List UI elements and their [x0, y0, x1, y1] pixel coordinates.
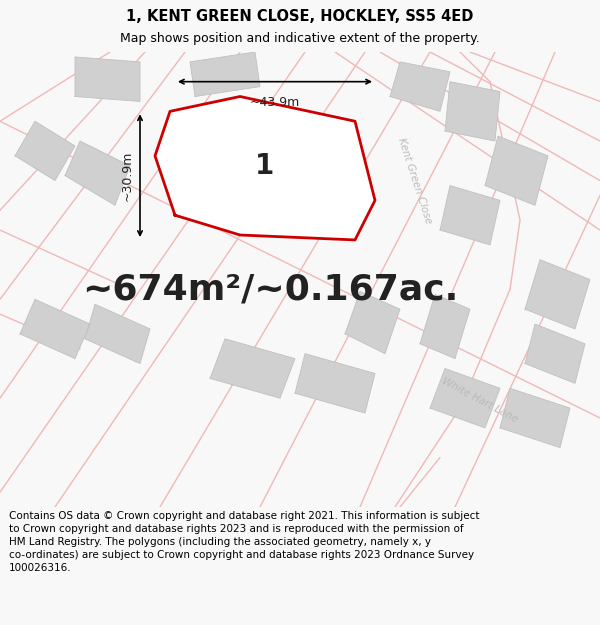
Polygon shape [525, 260, 590, 329]
Polygon shape [485, 136, 548, 206]
Polygon shape [15, 121, 75, 181]
Text: White Hart Lane: White Hart Lane [440, 376, 520, 424]
Text: ~43.9m: ~43.9m [250, 96, 300, 109]
Text: Contains OS data © Crown copyright and database right 2021. This information is : Contains OS data © Crown copyright and d… [9, 511, 479, 573]
Polygon shape [525, 324, 585, 383]
Polygon shape [155, 96, 375, 240]
Text: ~674m²/~0.167ac.: ~674m²/~0.167ac. [82, 272, 458, 306]
Polygon shape [500, 388, 570, 448]
Polygon shape [20, 299, 90, 359]
Polygon shape [440, 186, 500, 245]
Text: Kent Green Close: Kent Green Close [397, 136, 434, 225]
Polygon shape [445, 82, 500, 141]
Text: 1, KENT GREEN CLOSE, HOCKLEY, SS5 4ED: 1, KENT GREEN CLOSE, HOCKLEY, SS5 4ED [127, 9, 473, 24]
Polygon shape [65, 141, 130, 206]
Polygon shape [85, 304, 150, 364]
Polygon shape [345, 291, 400, 354]
Polygon shape [420, 294, 470, 359]
Text: 1: 1 [256, 152, 275, 180]
Polygon shape [430, 369, 500, 428]
Polygon shape [390, 62, 450, 111]
Polygon shape [190, 52, 260, 96]
Polygon shape [75, 57, 140, 101]
Polygon shape [210, 339, 295, 398]
Polygon shape [295, 354, 375, 413]
Text: Map shows position and indicative extent of the property.: Map shows position and indicative extent… [120, 32, 480, 45]
Text: ~30.9m: ~30.9m [121, 151, 134, 201]
